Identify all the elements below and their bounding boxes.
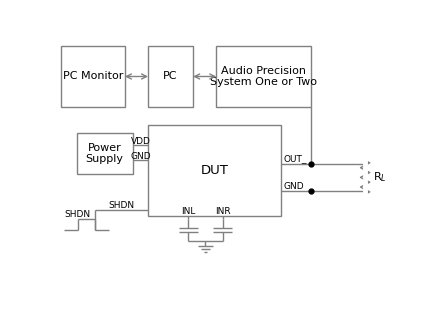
- Text: SHDN: SHDN: [64, 210, 90, 219]
- Bar: [148, 125, 281, 216]
- Text: INL: INL: [181, 207, 196, 216]
- Text: PC Monitor: PC Monitor: [63, 71, 123, 81]
- Text: GND: GND: [284, 182, 304, 191]
- Text: SHDN: SHDN: [109, 201, 135, 210]
- Bar: [61, 47, 125, 107]
- Text: OUT_: OUT_: [284, 154, 307, 163]
- Text: R$_L$: R$_L$: [373, 171, 387, 184]
- Text: VDD: VDD: [131, 137, 150, 146]
- Text: DUT: DUT: [201, 164, 229, 177]
- Text: GND: GND: [130, 152, 151, 161]
- Text: INR: INR: [215, 207, 230, 216]
- Bar: [77, 133, 133, 174]
- Bar: [217, 47, 311, 107]
- Text: Power
Supply: Power Supply: [86, 143, 124, 164]
- Text: PC: PC: [163, 71, 178, 81]
- Text: Audio Precision
System One or Two: Audio Precision System One or Two: [210, 66, 317, 87]
- Bar: [148, 47, 193, 107]
